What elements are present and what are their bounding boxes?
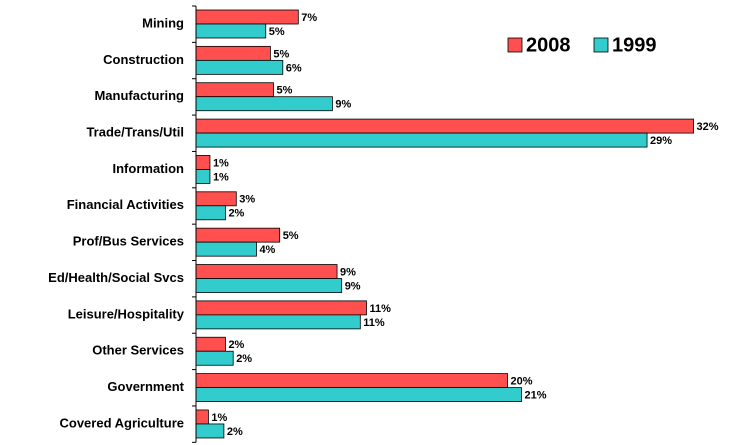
data-label: 29%: [650, 135, 672, 147]
data-label: 9%: [340, 266, 356, 278]
y-tick-label: Leisure/Hospitality: [68, 306, 185, 321]
bar: [195, 82, 274, 98]
data-label: 20%: [511, 376, 533, 388]
data-label: 11%: [363, 317, 385, 329]
bar: [195, 96, 333, 112]
bar: [195, 387, 522, 403]
data-label: 5%: [283, 230, 299, 242]
y-tick-label: Manufacturing: [94, 88, 184, 103]
bar: [195, 45, 271, 61]
bar: [195, 205, 226, 221]
data-label: 2%: [236, 353, 252, 365]
bar: [195, 118, 694, 134]
y-tick-label: Financial Activities: [67, 197, 184, 212]
data-label: 2%: [228, 208, 244, 220]
bar: [195, 227, 281, 243]
data-label: 21%: [525, 390, 547, 402]
bar: [195, 23, 267, 39]
data-label: 5%: [277, 85, 293, 97]
y-tick-label: Covered Agriculture: [60, 415, 185, 430]
data-label: 11%: [370, 303, 392, 315]
bar: [195, 191, 237, 207]
y-tick-label: Trade/Trans/Util: [86, 125, 184, 140]
bar: [195, 241, 257, 257]
data-label: 1%: [213, 171, 229, 183]
bar: [195, 314, 361, 330]
y-tick-label: Ed/Health/Social Svcs: [48, 270, 184, 285]
bar: [195, 132, 648, 148]
bar: [195, 336, 226, 352]
data-label: 2%: [227, 426, 243, 438]
data-label: 9%: [335, 99, 351, 111]
bar: [195, 300, 367, 316]
data-label: 6%: [286, 62, 302, 74]
y-tick-label: Government: [107, 379, 184, 394]
legend-swatch: [593, 37, 609, 53]
y-tick-label: Other Services: [92, 343, 184, 358]
y-tick-label: Prof/Bus Services: [73, 234, 184, 249]
data-label: 5%: [273, 48, 289, 60]
data-label: 4%: [259, 244, 275, 256]
legend-label: 1999: [612, 34, 657, 56]
legend-label: 2008: [526, 34, 571, 56]
bar: [195, 59, 284, 75]
data-label: 3%: [239, 194, 255, 206]
bar: [195, 264, 338, 279]
bar: [195, 9, 299, 25]
data-label: 7%: [301, 12, 317, 24]
bar: [195, 409, 209, 425]
y-tick-label: Information: [113, 161, 185, 176]
data-label: 9%: [345, 280, 361, 292]
legend-swatch: [507, 37, 523, 53]
y-tick-label: Mining: [142, 15, 184, 30]
data-label: 1%: [211, 412, 227, 424]
bar: [195, 169, 211, 184]
bar: [195, 155, 211, 170]
data-label: 32%: [697, 121, 719, 133]
bar: [195, 423, 225, 439]
data-label: 2%: [228, 339, 244, 351]
y-tick-label: Construction: [103, 52, 184, 67]
data-label: 1%: [213, 157, 229, 169]
bar: [195, 278, 343, 293]
data-label: 5%: [269, 26, 285, 38]
bar: [195, 373, 508, 389]
bar: [195, 350, 234, 366]
